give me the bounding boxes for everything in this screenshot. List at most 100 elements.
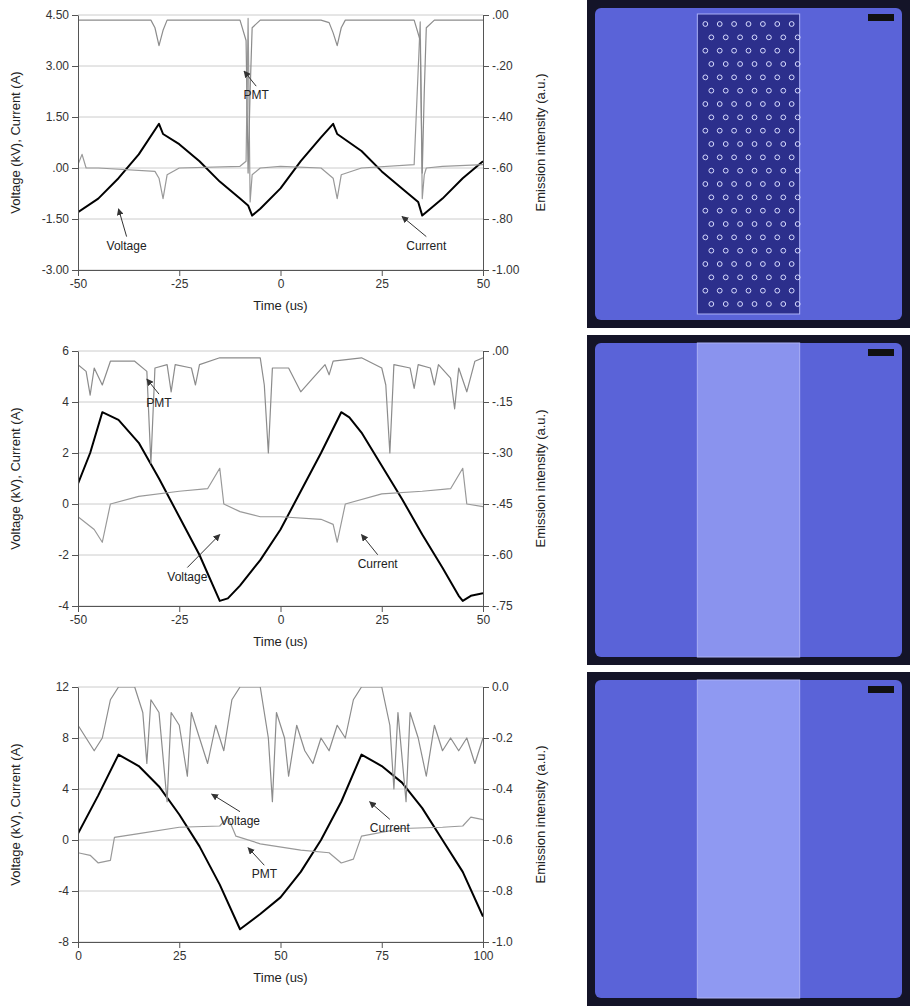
grid-line bbox=[78, 219, 483, 220]
tick: -0.6 bbox=[483, 833, 513, 847]
series-line bbox=[78, 817, 483, 863]
discharge-dot bbox=[717, 22, 722, 27]
series-line bbox=[78, 468, 483, 542]
discharge-dot bbox=[732, 262, 737, 267]
discharge-dot bbox=[795, 62, 800, 67]
series-label: Voltage bbox=[167, 570, 207, 584]
discharge-dot bbox=[752, 35, 757, 40]
series-label: Current bbox=[370, 821, 411, 835]
series-label: PMT bbox=[252, 867, 278, 881]
discharge-dot bbox=[795, 142, 800, 147]
series-label: PMT bbox=[244, 88, 270, 102]
annotations: VoltageCurrentPMT bbox=[146, 379, 398, 583]
axis-title: Time (us) bbox=[253, 298, 307, 313]
axis-title: Time (us) bbox=[253, 634, 307, 649]
discharge-dot bbox=[703, 128, 708, 133]
discharge-dot bbox=[717, 288, 722, 293]
tick-label: 1.50 bbox=[46, 110, 70, 124]
tick: 12 bbox=[56, 680, 78, 694]
discharge-dot bbox=[746, 155, 751, 160]
tick: 50 bbox=[274, 942, 288, 963]
tick: -.45 bbox=[483, 497, 513, 511]
discharge-dot bbox=[732, 48, 737, 53]
discharge-dot bbox=[766, 248, 771, 253]
tick-mark bbox=[483, 942, 489, 943]
discharge-dot bbox=[703, 208, 708, 213]
tick-mark bbox=[72, 840, 78, 841]
tick-mark bbox=[72, 66, 78, 67]
discharge-dot bbox=[709, 222, 714, 227]
tick-mark bbox=[72, 270, 78, 271]
axis: -8-404812 bbox=[56, 680, 79, 949]
discharge-dot bbox=[723, 88, 728, 93]
tick-mark bbox=[483, 606, 489, 607]
photo bbox=[587, 672, 910, 1006]
tick-label: 4 bbox=[62, 395, 69, 409]
tick: 75 bbox=[376, 942, 390, 963]
annotation-arrow bbox=[119, 209, 127, 237]
tick-mark bbox=[382, 606, 383, 612]
tick: 1.50 bbox=[46, 110, 78, 124]
discharge-dot bbox=[795, 88, 800, 93]
discharge-dot bbox=[775, 128, 780, 133]
discharge-dot bbox=[717, 75, 722, 80]
discharge-dot bbox=[717, 128, 722, 133]
discharge-dot bbox=[723, 222, 728, 227]
discharge-dot bbox=[738, 62, 743, 67]
discharge-dot bbox=[709, 248, 714, 253]
discharge-dot bbox=[795, 275, 800, 280]
discharge-dot bbox=[795, 302, 800, 307]
axis-line bbox=[78, 352, 79, 607]
tick-label: 4.50 bbox=[46, 8, 70, 22]
discharge-dot bbox=[781, 168, 786, 173]
photo-detail bbox=[868, 686, 894, 693]
tick-mark bbox=[78, 606, 79, 612]
discharge-dot bbox=[738, 168, 743, 173]
tick-label: -1.0 bbox=[492, 935, 513, 949]
tick: -1.00 bbox=[483, 263, 520, 277]
discharge-dot bbox=[766, 88, 771, 93]
discharge-dot bbox=[723, 142, 728, 147]
tick-mark bbox=[483, 402, 489, 403]
tick-mark bbox=[483, 66, 489, 67]
chart-panel: -50-2502550-3.00-1.50.001.503.004.50-1.0… bbox=[8, 8, 548, 313]
tick-mark bbox=[78, 942, 79, 948]
discharge-dot bbox=[703, 235, 708, 240]
grid bbox=[78, 351, 483, 606]
tick-label: -0.6 bbox=[492, 833, 513, 847]
axis: -1.0-0.8-0.6-0.4-0.20.0 bbox=[483, 680, 513, 949]
tick-label: 0 bbox=[75, 949, 82, 963]
discharge-dot bbox=[752, 222, 757, 227]
tick-label: -4 bbox=[58, 884, 69, 898]
discharge-dot bbox=[738, 248, 743, 253]
discharge-dot bbox=[709, 195, 714, 200]
tick-mark bbox=[72, 789, 78, 790]
tick-mark bbox=[72, 555, 78, 556]
discharge-dot bbox=[789, 208, 794, 213]
discharge-dot bbox=[738, 302, 743, 307]
annotation-arrow bbox=[187, 535, 219, 568]
grid bbox=[78, 687, 483, 942]
axis: -3.00-1.50.001.503.004.50 bbox=[42, 8, 79, 277]
tick-mark bbox=[72, 351, 78, 352]
figure: -50-2502550-3.00-1.50.001.503.004.50-1.0… bbox=[0, 0, 912, 1008]
tick-mark bbox=[72, 402, 78, 403]
tick-label: -.45 bbox=[492, 497, 513, 511]
tick-label: 6 bbox=[62, 344, 69, 358]
tick: 8 bbox=[62, 731, 78, 745]
tick-label: -.30 bbox=[492, 446, 513, 460]
tick-label: -.40 bbox=[492, 110, 513, 124]
discharge-dot bbox=[760, 235, 765, 240]
axis: 0255075100 bbox=[75, 942, 494, 963]
axis-title: Emission intensity (a.u.) bbox=[533, 410, 548, 548]
tick: -.60 bbox=[483, 161, 513, 175]
discharge-dot bbox=[732, 22, 737, 27]
axis-title: Time (us) bbox=[253, 970, 307, 985]
tick-label: 50 bbox=[274, 949, 288, 963]
tick-label: -2 bbox=[58, 548, 69, 562]
tick-label: 4 bbox=[62, 782, 69, 796]
tick-label: 25 bbox=[376, 613, 390, 627]
discharge-dot bbox=[775, 22, 780, 27]
tick: 25 bbox=[173, 942, 187, 963]
discharge-dot bbox=[746, 235, 751, 240]
